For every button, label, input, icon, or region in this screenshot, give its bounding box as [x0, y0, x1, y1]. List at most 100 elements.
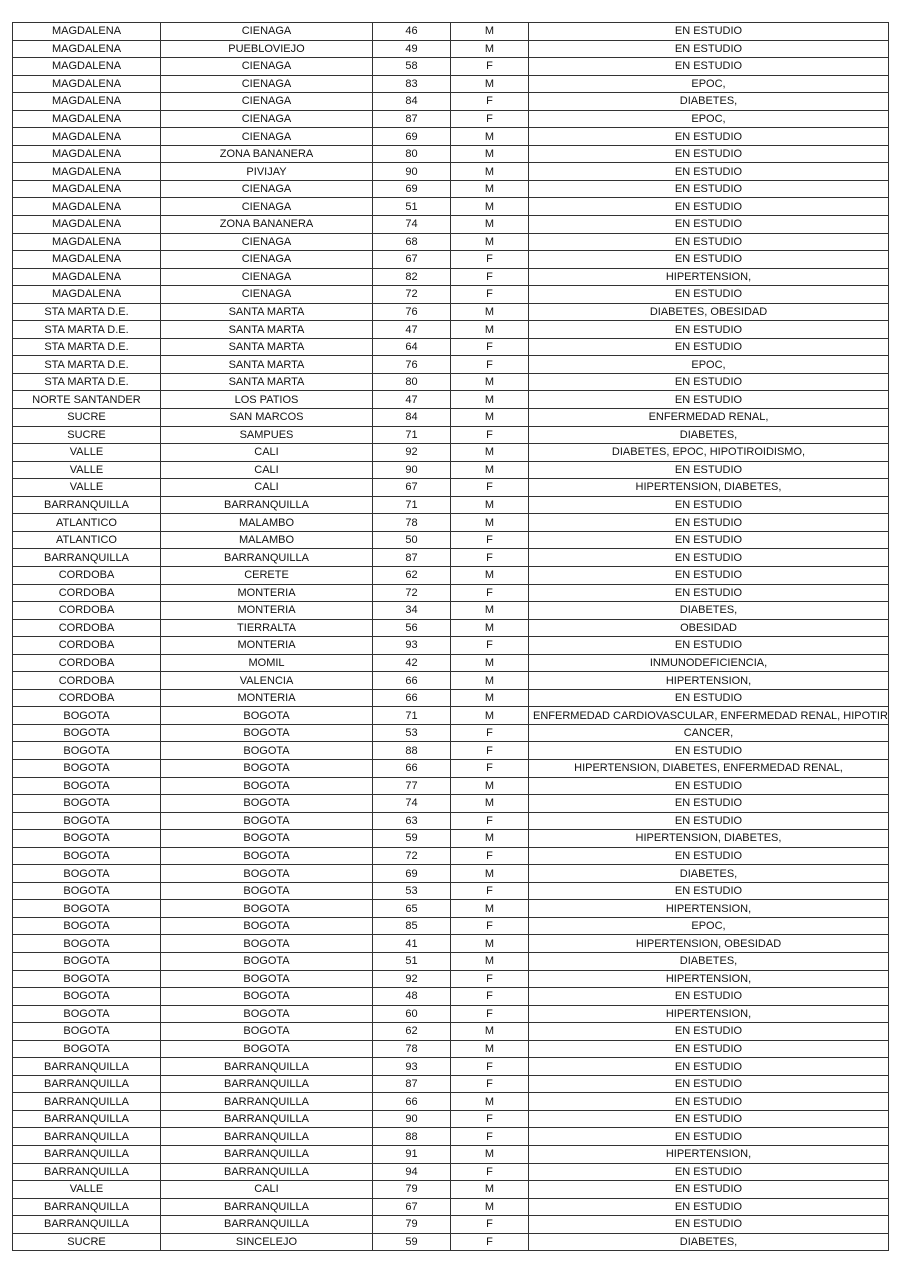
age-cell: 80	[372, 144, 451, 164]
table-row: MAGDALENA CIENAGA 68 M EN ESTUDIO	[12, 232, 889, 252]
municipality-cell: PIVIJAY	[160, 162, 373, 181]
department-cell: BOGOTA	[12, 1004, 161, 1024]
condition-cell: EPOC,	[528, 916, 889, 936]
department-cell: CORDOBA	[12, 688, 161, 708]
sex-cell: M	[450, 513, 529, 532]
department-cell: BOGOTA	[12, 934, 161, 953]
department-cell: MAGDALENA	[12, 162, 161, 181]
condition-cell: HIPERTENSION,	[528, 1004, 889, 1024]
table-row: CORDOBA MOMIL 42 M INMUNODEFICIENCIA,	[12, 653, 889, 673]
table-row: NORTE SANTANDER LOS PATIOS 47 M EN ESTUDIO	[12, 390, 889, 410]
department-cell: CORDOBA	[12, 671, 161, 690]
department-cell: VALLE	[12, 1180, 161, 1199]
condition-cell: EN ESTUDIO	[528, 1127, 889, 1146]
table-row: STA MARTA D.E. SANTA MARTA 80 M EN ESTUDIO	[12, 372, 889, 392]
table-row: BARRANQUILLA BARRANQUILLA 91 M HIPERTENSION,	[12, 1145, 889, 1164]
municipality-cell: MONTERIA	[160, 688, 373, 708]
municipality-cell: BOGOTA	[160, 881, 373, 901]
sex-cell: M	[450, 495, 529, 515]
condition-cell: CANCER,	[528, 723, 889, 743]
age-cell: 78	[372, 513, 451, 532]
condition-cell: HIPERTENSION,	[528, 969, 889, 989]
municipality-cell: BARRANQUILLA	[160, 1127, 373, 1146]
condition-cell: EN ESTUDIO	[528, 1039, 889, 1059]
municipality-cell: CIENAGA	[160, 92, 373, 111]
age-cell: 90	[372, 162, 451, 181]
department-cell: BARRANQUILLA	[12, 495, 161, 515]
municipality-cell: LOS PATIOS	[160, 390, 373, 410]
age-cell: 67	[372, 478, 451, 497]
condition-cell: DIABETES,	[528, 92, 889, 111]
condition-cell: HIPERTENSION, DIABETES,	[528, 829, 889, 848]
table-row: SUCRE SAN MARCOS 84 M ENFERMEDAD RENAL,	[12, 408, 889, 427]
condition-cell: EN ESTUDIO	[528, 846, 889, 866]
sex-cell: F	[450, 1162, 529, 1182]
table-row: MAGDALENA PIVIJAY 90 M EN ESTUDIO	[12, 162, 889, 181]
condition-cell: EPOC,	[528, 109, 889, 129]
age-cell: 50	[372, 530, 451, 550]
age-cell: 94	[372, 1162, 451, 1182]
sex-cell: F	[450, 916, 529, 936]
sex-cell: F	[450, 1109, 529, 1129]
department-cell: CORDOBA	[12, 618, 161, 638]
age-cell: 77	[372, 776, 451, 796]
condition-cell: HIPERTENSION,	[528, 899, 889, 918]
table-row: BARRANQUILLA BARRANQUILLA 87 F EN ESTUDIO	[12, 1074, 889, 1094]
municipality-cell: BOGOTA	[160, 829, 373, 848]
age-cell: 87	[372, 548, 451, 567]
age-cell: 71	[372, 495, 451, 515]
municipality-cell: BOGOTA	[160, 776, 373, 796]
municipality-cell: ZONA BANANERA	[160, 215, 373, 234]
department-cell: BOGOTA	[12, 987, 161, 1006]
table-row: MAGDALENA ZONA BANANERA 74 M EN ESTUDIO	[12, 215, 889, 234]
condition-cell: EN ESTUDIO	[528, 337, 889, 357]
condition-cell: DIABETES,	[528, 1232, 889, 1252]
sex-cell: F	[450, 548, 529, 567]
age-cell: 74	[372, 215, 451, 234]
age-cell: 53	[372, 881, 451, 901]
condition-cell: EN ESTUDIO	[528, 513, 889, 532]
sex-cell: F	[450, 811, 529, 831]
table-row: STA MARTA D.E. SANTA MARTA 76 M DIABETES, OB…	[12, 302, 889, 322]
age-cell: 80	[372, 372, 451, 392]
municipality-cell: SINCELEJO	[160, 1232, 373, 1252]
municipality-cell: CALI	[160, 460, 373, 480]
sex-cell: M	[450, 776, 529, 796]
condition-cell: EN ESTUDIO	[528, 881, 889, 901]
table-row: BOGOTA BOGOTA 77 M EN ESTUDIO	[12, 776, 889, 796]
sex-cell: F	[450, 355, 529, 374]
condition-cell: EN ESTUDIO	[528, 1074, 889, 1094]
sex-cell: F	[450, 1232, 529, 1252]
department-cell: BOGOTA	[12, 881, 161, 901]
table-row: BOGOTA BOGOTA 85 F EPOC,	[12, 916, 889, 936]
municipality-cell: BARRANQUILLA	[160, 1197, 373, 1217]
age-cell: 72	[372, 846, 451, 866]
municipality-cell: BARRANQUILLA	[160, 495, 373, 515]
department-cell: CORDOBA	[12, 565, 161, 585]
municipality-cell: BOGOTA	[160, 846, 373, 866]
sex-cell: M	[450, 829, 529, 848]
condition-cell: DIABETES, EPOC, HIPOTIROIDISMO,	[528, 443, 889, 462]
sex-cell: M	[450, 1180, 529, 1199]
condition-cell: EN ESTUDIO	[528, 22, 889, 41]
municipality-cell: SANTA MARTA	[160, 355, 373, 374]
department-cell: BOGOTA	[12, 899, 161, 918]
municipality-cell: BOGOTA	[160, 969, 373, 989]
condition-cell: EPOC,	[528, 74, 889, 94]
sex-cell: F	[450, 881, 529, 901]
sex-cell: M	[450, 408, 529, 427]
table-row: BARRANQUILLA BARRANQUILLA 94 F EN ESTUDIO	[12, 1162, 889, 1182]
municipality-cell: BOGOTA	[160, 864, 373, 883]
age-cell: 90	[372, 1109, 451, 1129]
department-cell: ATLANTICO	[12, 513, 161, 532]
sex-cell: F	[450, 250, 529, 269]
table-row: SUCRE SINCELEJO 59 F DIABETES,	[12, 1232, 889, 1252]
sex-cell: F	[450, 1004, 529, 1024]
condition-cell: EN ESTUDIO	[528, 1197, 889, 1217]
municipality-cell: CIENAGA	[160, 127, 373, 146]
sex-cell: F	[450, 987, 529, 1006]
department-cell: BOGOTA	[12, 776, 161, 796]
table-row: BOGOTA BOGOTA 69 M DIABETES,	[12, 864, 889, 883]
municipality-cell: SAMPUES	[160, 425, 373, 445]
condition-cell: EN ESTUDIO	[528, 1162, 889, 1182]
